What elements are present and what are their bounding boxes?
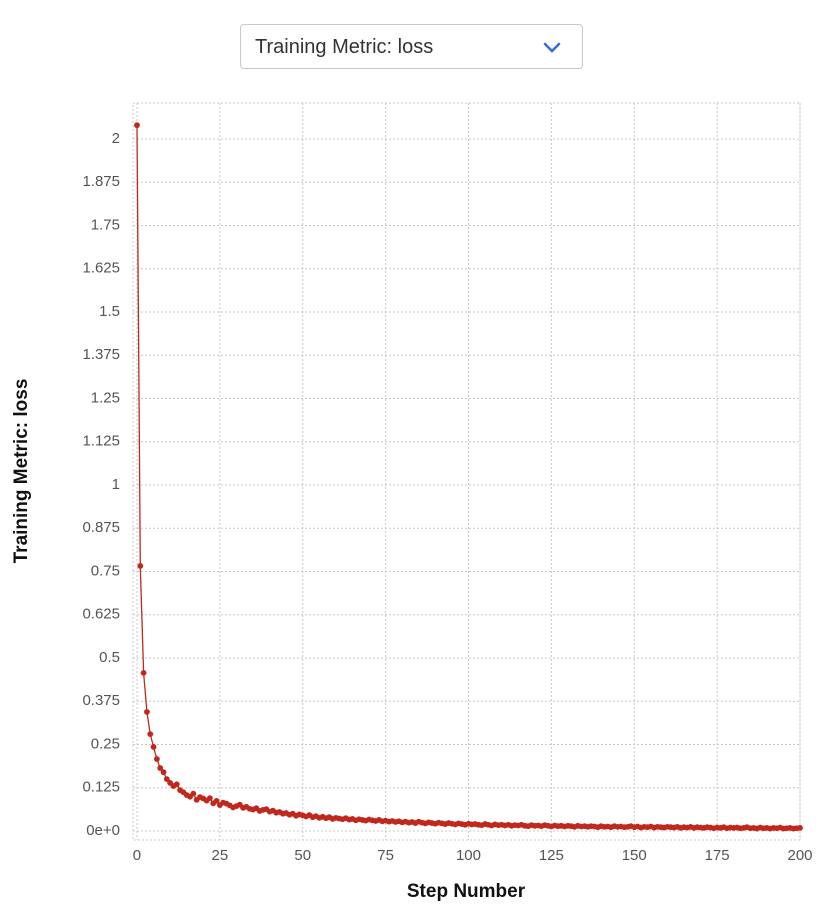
x-tick-label: 100 [456,847,481,864]
y-tick-label: 0e+0 [86,822,120,839]
x-tick-label: 75 [377,847,394,864]
x-tick-label: 25 [212,847,229,864]
y-tick-label: 1.875 [82,173,120,190]
metric-dropdown[interactable]: Training Metric: loss [240,24,583,69]
y-tick-label: 0.375 [82,692,120,709]
data-point [163,776,170,783]
data-point [150,744,157,750]
x-tick-label: 125 [539,847,564,864]
data-point [140,669,147,676]
y-tick-label: 1.5 [99,303,120,320]
data-point [147,731,154,738]
x-tick-label: 200 [787,847,812,864]
data-point [173,781,180,788]
data-point [153,756,160,762]
y-tick-label: 1.25 [91,389,120,406]
x-tick-label: 50 [294,847,311,864]
y-tick-label: 0.875 [82,519,120,536]
data-point [137,563,144,569]
data-point [213,798,220,804]
data-point [207,795,213,802]
y-tick-label: 0.25 [91,735,120,752]
data-point [157,765,164,771]
y-tick-label: 0.125 [82,779,120,796]
data-point [190,790,197,797]
y-tick-label: 1.75 [91,216,120,233]
x-tick-label: 175 [705,847,730,864]
dropdown-label: Training Metric: loss [255,36,434,58]
data-point [144,709,150,715]
x-axis-title: Step Number [407,881,526,902]
chevron-icon [543,42,561,53]
data-point [160,769,167,776]
plot-frame [132,102,801,841]
x-tick-label: 150 [622,847,647,864]
y-tick-label: 1.375 [82,346,120,363]
y-tick-label: 1.125 [82,433,120,450]
y-tick-label: 0.75 [91,562,120,579]
y-tick-label: 0.5 [99,649,120,666]
data-point [797,824,803,831]
y-tick-label: 1.625 [82,260,120,277]
y-axis-title: Training Metric: loss [11,379,32,564]
data-point [134,122,140,129]
y-tick-label: 2 [112,130,120,147]
y-tick-label: 0.625 [82,606,120,623]
x-tick-label: 0 [133,847,141,864]
y-tick-label: 1 [112,476,120,493]
